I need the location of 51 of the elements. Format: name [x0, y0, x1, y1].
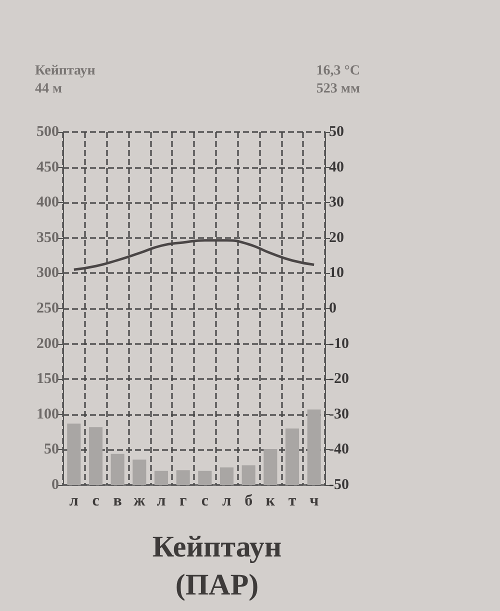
y-tick-label: 100 — [36, 406, 59, 422]
text: Кейптаун (ПАР) — [152, 530, 282, 602]
bar — [198, 470, 212, 485]
y2-tick-label: -50 — [329, 477, 349, 493]
text: 44 м — [35, 82, 62, 96]
y-tick-label: 200 — [36, 336, 59, 352]
y-tick-label: 0 — [52, 477, 59, 493]
x-tick-label: л — [69, 492, 78, 510]
y2-tick-label: 10 — [329, 265, 344, 282]
y-tick-label: 250 — [36, 300, 59, 316]
y2-tick-label: -30 — [329, 406, 349, 422]
x-tick-label: ж — [134, 492, 146, 510]
y2-tick-label: -10 — [329, 336, 349, 352]
y-tick-label: 150 — [36, 371, 59, 388]
bar — [264, 448, 278, 485]
x-tick-label: с — [92, 492, 100, 510]
y2-tick-label: 30 — [329, 194, 344, 211]
x-tick-label: л — [222, 492, 232, 510]
y-tick-label: 300 — [36, 265, 59, 282]
y2-tick-label: 50 — [329, 124, 344, 140]
text: 16,3 °C — [316, 64, 360, 78]
bar — [110, 454, 124, 485]
text: 523 мм — [316, 82, 360, 96]
x-tick-label: с — [201, 492, 208, 510]
y-tick-label: 50 — [44, 442, 59, 458]
y-tick-label: 500 — [36, 124, 59, 140]
y2-tick-label: -20 — [329, 371, 349, 388]
x-tick-label: г — [179, 492, 187, 510]
bar — [220, 467, 234, 485]
x-tick-label: ч — [310, 492, 319, 510]
x-tick-label: л — [156, 492, 166, 510]
y2-tick-label: 20 — [329, 230, 344, 246]
bar — [285, 428, 300, 485]
bar — [242, 465, 256, 485]
bar — [67, 424, 81, 485]
text: Кейптаун — [35, 64, 96, 78]
x-tick-label: б — [244, 492, 253, 510]
bar — [154, 470, 168, 485]
x-tick-label: т — [288, 492, 296, 510]
y-tick-label: 350 — [36, 230, 59, 246]
bar — [307, 409, 321, 485]
bar — [176, 470, 190, 485]
x-tick-label: в — [113, 492, 122, 510]
y-tick-label: 450 — [36, 159, 59, 176]
y2-tick-label: 40 — [329, 159, 344, 176]
y2-tick-label: -40 — [329, 442, 349, 458]
y-tick-label: 400 — [36, 194, 59, 211]
x-tick-label: к — [266, 492, 276, 510]
bar — [88, 427, 103, 485]
bar — [132, 460, 146, 485]
y2-tick-label: 0 — [329, 300, 336, 316]
